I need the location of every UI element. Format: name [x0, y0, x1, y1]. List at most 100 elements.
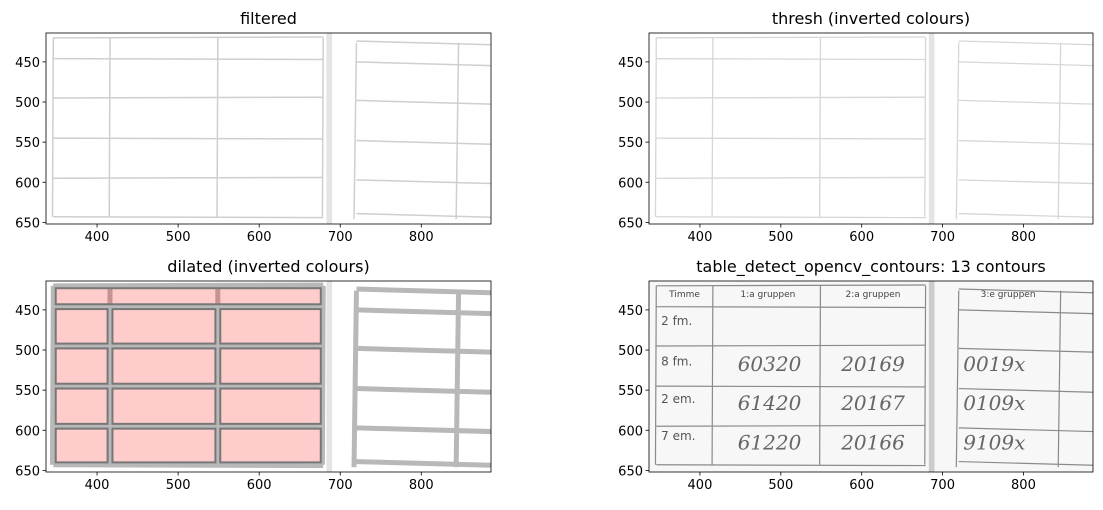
handwriting: 60320 — [738, 352, 802, 376]
page-gap — [928, 281, 935, 472]
x-tick-label: 700 — [328, 478, 353, 493]
column-header: 2:a gruppen — [846, 290, 901, 300]
x-tick-label: 600 — [247, 230, 272, 245]
x-tick-label: 500 — [166, 230, 191, 245]
y-tick-label: 650 — [618, 464, 643, 479]
table-line — [106, 285, 113, 465]
x-tick-label: 500 — [166, 478, 191, 493]
table-line — [356, 386, 491, 395]
row-label: 2 em. — [661, 392, 695, 406]
table-line — [356, 61, 491, 67]
table-line — [453, 290, 462, 468]
axes-frame — [648, 280, 1094, 473]
table-line — [958, 179, 1093, 185]
x-tick-label: 400 — [85, 478, 110, 493]
table-line — [656, 216, 926, 219]
table-line — [654, 37, 657, 217]
table-line — [356, 307, 491, 317]
row-label: 7 em. — [661, 429, 695, 443]
handwriting: 9109x — [963, 431, 1025, 455]
table-line — [356, 286, 491, 296]
y-tick-label: 600 — [15, 424, 40, 439]
y-tick-label: 450 — [618, 56, 643, 71]
handwriting: 61420 — [738, 391, 802, 415]
axes-title: table_detect_opencv_contours: 13 contour… — [696, 257, 1046, 277]
table-line — [319, 285, 326, 465]
table-line — [656, 385, 926, 388]
table-line — [958, 61, 1093, 67]
y-tick-label: 500 — [15, 96, 40, 111]
table-line — [53, 36, 324, 39]
table-line — [924, 285, 927, 465]
contour — [111, 347, 217, 385]
column-header: 1:a gruppen — [740, 290, 795, 300]
column-header: 3:e gruppen — [981, 290, 1036, 300]
contour — [111, 427, 217, 464]
table-line — [656, 344, 926, 347]
table-line — [214, 285, 221, 465]
table-line — [958, 309, 1093, 315]
column-header: Timme — [668, 290, 700, 300]
table-line — [53, 216, 324, 219]
table-line — [924, 37, 927, 217]
contour — [219, 308, 322, 345]
x-tick-label: 400 — [85, 230, 110, 245]
table-line — [958, 99, 1093, 105]
page-gap — [326, 33, 333, 224]
image-panel: Timme 1:a gruppen 2:a gruppen 3:e gruppen 2 … — [649, 281, 1093, 472]
y-tick-label: 650 — [15, 464, 40, 479]
table-line — [654, 285, 657, 465]
x-tick-label: 400 — [688, 230, 713, 245]
handwriting: 20169 — [840, 352, 905, 376]
y-tick-label: 550 — [15, 384, 40, 399]
table-line — [711, 285, 714, 465]
contour — [54, 427, 109, 464]
table-line — [353, 42, 358, 220]
table-line — [53, 422, 324, 429]
y-tick-label: 550 — [15, 136, 40, 151]
x-tick-label: 500 — [768, 230, 793, 245]
table-line — [53, 342, 324, 349]
table-line — [1057, 290, 1062, 468]
table-line — [53, 176, 324, 180]
table-line — [958, 347, 1093, 353]
table-line — [216, 37, 219, 217]
contour — [219, 427, 322, 464]
image-panel — [46, 33, 491, 224]
table-line — [958, 387, 1093, 393]
table-line — [51, 37, 55, 217]
x-tick-label: 400 — [688, 478, 713, 493]
axes-title: thresh (inverted colours) — [772, 9, 970, 28]
table-line — [108, 37, 111, 217]
table-line — [958, 460, 1093, 466]
x-tick-label: 700 — [930, 230, 955, 245]
x-tick-label: 700 — [930, 478, 955, 493]
table-line — [819, 285, 822, 465]
table-line — [356, 139, 491, 145]
table-line — [351, 290, 359, 468]
table-line — [656, 137, 926, 140]
table-line — [656, 306, 926, 309]
y-tick-label: 500 — [618, 96, 643, 111]
table-line — [356, 99, 491, 105]
contour — [54, 387, 109, 425]
table-line — [818, 37, 822, 217]
table-line — [49, 285, 56, 465]
row-label: 8 fm. — [661, 354, 692, 368]
table-line — [656, 36, 926, 39]
x-tick-label: 600 — [247, 478, 272, 493]
x-tick-label: 600 — [849, 478, 874, 493]
table-line — [711, 37, 714, 217]
table-line — [356, 179, 491, 185]
x-tick-label: 800 — [1011, 230, 1036, 245]
contour — [111, 308, 217, 345]
handwriting: 61220 — [738, 431, 802, 455]
y-tick-label: 600 — [15, 176, 40, 191]
y-tick-label: 450 — [618, 304, 643, 319]
image-background — [46, 33, 491, 224]
row-label: 2 fm. — [661, 314, 692, 328]
table-line — [53, 137, 324, 140]
table-line — [321, 37, 324, 217]
x-tick-label: 700 — [328, 230, 353, 245]
